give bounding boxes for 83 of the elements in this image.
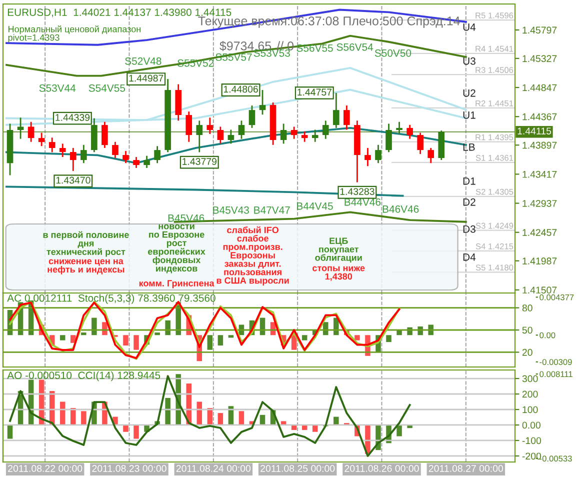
annotation: слабый IFO слабое пром.произв. Еврозоны заказы длит. пользования в США выросли — [216, 226, 289, 286]
x-tick-label: 2011.08.25 00:00 — [260, 465, 335, 472]
y-tick-label: 0.00 — [522, 422, 540, 429]
y-tick-label: 300 — [522, 375, 538, 382]
y-tick-label: -200 — [522, 452, 542, 460]
annotation: 1.44806 — [224, 86, 258, 93]
y-tick-label: 200 — [522, 390, 538, 398]
annotation: стопы ниже 1,4380 — [312, 266, 365, 281]
chart-title: AO -0.000510 CCI(14) 128.9445 — [7, 371, 160, 382]
y2-tick-label: 0.008111 — [540, 371, 572, 378]
ref-line-label: 1.44115 — [518, 128, 552, 134]
y-tick-label: -100 — [522, 437, 542, 444]
ref-line-label: R2 1.4451 — [476, 100, 514, 106]
annotation: B44V45 — [297, 202, 333, 210]
annotation: S56V54 — [336, 43, 374, 51]
annotation: S50V50 — [374, 49, 412, 57]
ref-line-label: R4 1.4541 — [476, 46, 514, 52]
annotation: B46V46 — [382, 205, 419, 213]
ref-line-label: S4 1.4215 — [476, 243, 514, 250]
annotation: 1.43283 — [340, 188, 374, 195]
annotation: LB — [463, 144, 475, 151]
annotation: снижение цен на нефть и индексы — [48, 259, 124, 274]
ref-line-label: S3 1.4249 — [476, 222, 514, 229]
annotation: D3 — [463, 225, 476, 233]
y2-tick-label: -0.00309 — [540, 359, 572, 365]
annotation: Нормальный ценовой диапазон pivot=1.4393 — [8, 26, 140, 42]
x-tick-label: 2011.08.23 00:00 — [92, 465, 166, 472]
y-tick-label: 1.41987 — [522, 258, 557, 264]
y-tick-label: 1.42937 — [522, 200, 557, 207]
annotation: в первой половине дня технический рост — [43, 231, 129, 257]
annotation: S53V44 — [39, 84, 76, 92]
annotation: 1.44339 — [56, 114, 90, 121]
annotation: D4 — [463, 254, 476, 261]
x-tick-label: 2011.08.22 00:00 — [8, 465, 82, 472]
annotation: S56V55 — [296, 44, 333, 52]
y-tick-label: 20 — [522, 348, 532, 356]
annotation: 1.43779 — [182, 158, 216, 165]
annotation: $9734.65 — [220, 40, 272, 52]
y-tick-label: 1.45797 — [522, 26, 557, 34]
y-tick-label: 1.45327 — [522, 55, 557, 62]
annotation: U3 — [463, 57, 476, 65]
annotation: 1.44987 — [129, 74, 164, 82]
annotation: B45V43 — [213, 206, 249, 214]
ref-line-label: S5 1.4180 — [476, 264, 514, 271]
annotation: S55V52 — [178, 59, 214, 67]
y2-tick-label: 0.004377 — [540, 294, 574, 300]
annotation: S52V48 — [125, 57, 162, 65]
annotation: S55V57 — [216, 53, 252, 61]
annotation: U4 — [463, 24, 476, 31]
ref-line-label: S1 1.4361 — [476, 154, 514, 161]
ref-line-label: R1 1.4395 — [476, 134, 514, 140]
y-tick-label: 50 — [522, 326, 532, 334]
chart-title: AC 0.0012111 Stoch(5,3,3) 78.3960 79.3560 — [7, 294, 216, 304]
annotation: S54V55 — [88, 84, 126, 92]
ref-line-label: R3 1.4506 — [476, 67, 514, 73]
y-tick-label: 1.44367 — [522, 113, 557, 120]
annotation: D2 — [463, 198, 476, 206]
y-tick-label: 80 — [522, 304, 532, 312]
annotation: 1.44757 — [298, 88, 332, 96]
annotation: D1 — [463, 178, 476, 185]
ref-line-label: S2 1.4305 — [476, 188, 514, 195]
annotation: ЕЦБ покупает облигации — [315, 238, 362, 263]
y-tick-label: 100 — [522, 406, 538, 414]
annotation: B44V46 — [344, 198, 381, 206]
ref-line-label: R5 1.4596 — [476, 12, 514, 18]
annotation: B47V47 — [254, 206, 290, 214]
x-tick-label: 2011.08.26 00:00 — [344, 465, 419, 472]
y-tick-label: 1.43897 — [522, 142, 557, 149]
x-tick-label: 2011.08.27 00:00 — [428, 465, 504, 472]
annotation: комм. Гринспена — [139, 280, 214, 288]
y-tick-label: 1.43417 — [522, 170, 557, 178]
annotation: U1 — [463, 112, 476, 119]
chart-title: EURUSD,H1 1.44021 1.44137 1.43980 1.44115 — [8, 8, 232, 18]
y-tick-label: 1.42457 — [522, 229, 557, 236]
y-tick-label: 1.44847 — [522, 84, 557, 92]
annotation: S53V53 — [254, 49, 290, 57]
y-tick-label: 1.41507 — [522, 286, 557, 294]
annotation: 1.43470 — [56, 176, 90, 184]
annotation: новости по Еврозоне рост европейских фондовых индексов — [148, 224, 206, 274]
y2-tick-label: -0.00533 — [540, 456, 572, 462]
x-tick-label: 2011.08.24 00:00 — [176, 465, 251, 472]
annotation: U2 — [463, 89, 476, 97]
annotation: B45V46 — [168, 214, 204, 222]
